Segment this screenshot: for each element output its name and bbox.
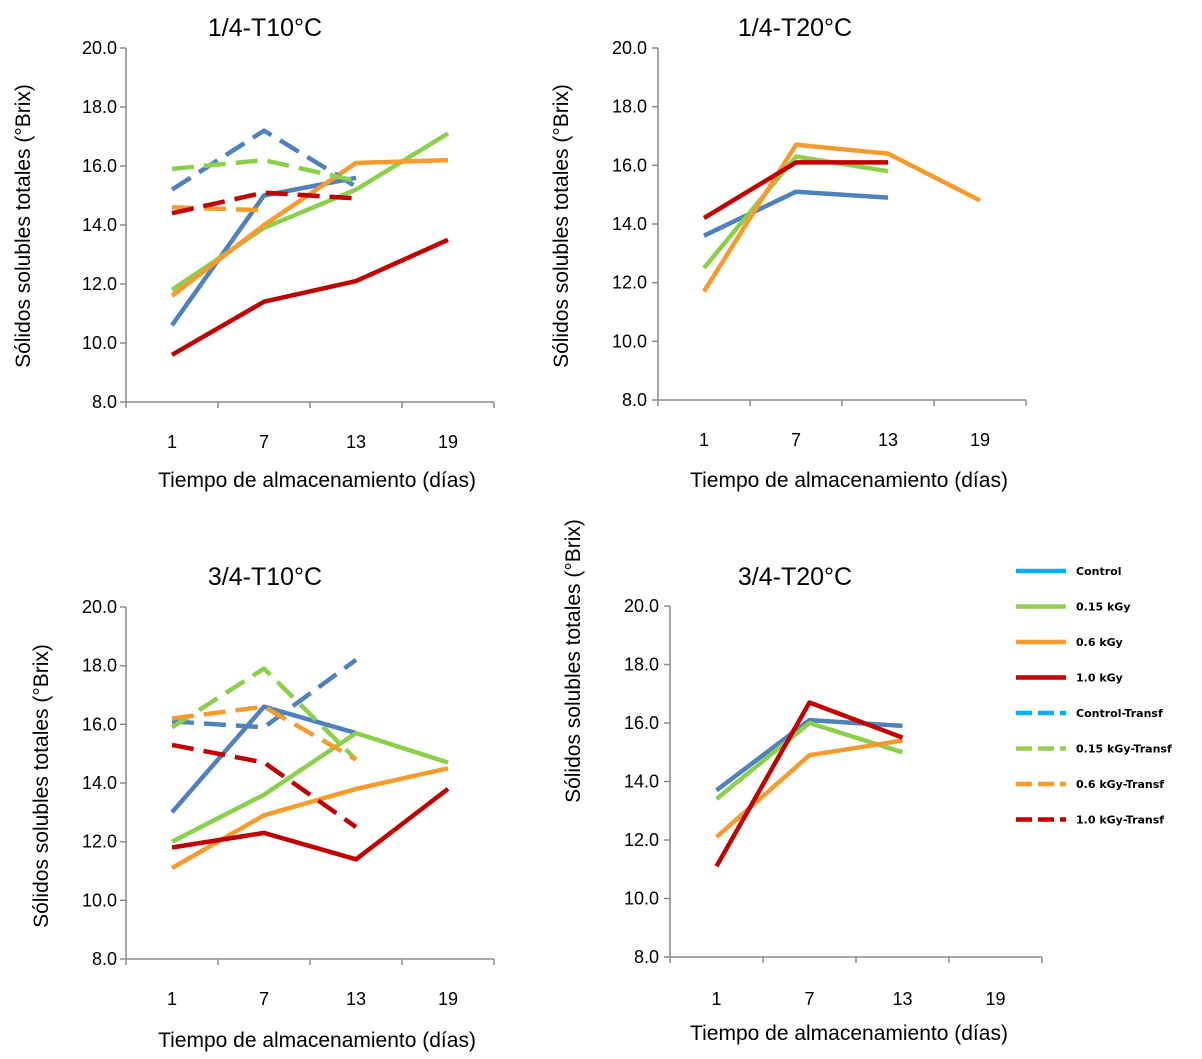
- y-tick-label: 8.0: [622, 390, 647, 410]
- series-line-control: [170, 704, 357, 814]
- y-tick-label: 12.0: [82, 274, 117, 294]
- y-tick-label: 20.0: [612, 38, 647, 58]
- x-tick-label: 1: [167, 432, 177, 452]
- panel-3-4-t20: 3/4-T20°C Tiempo de almacenamiento (días…: [562, 519, 1043, 1045]
- panel-title: 3/4-T20°C: [738, 563, 852, 591]
- series-line-1-0-kgy: [714, 700, 904, 868]
- legend-label: 0.6 kGy-Transf: [1076, 778, 1164, 791]
- panel-3-4-t10: 3/4-T10°C Tiempo de almacenamiento (días…: [30, 563, 495, 1052]
- series-line-1-0-kgy: [171, 787, 450, 862]
- series-line-0-15-kgy: [715, 720, 904, 801]
- x-axis-label: Tiempo de almacenamiento (días): [158, 1029, 476, 1052]
- series-line-0-15-kgy-transf: [170, 666, 358, 762]
- series-line-0-15-kgy: [702, 154, 889, 270]
- panel-1-4-t10: 1/4-T10°C Tiempo de almacenamiento (días…: [12, 14, 495, 492]
- x-tick-label: 19: [985, 989, 1005, 1009]
- y-axis-label: Sólidos solubles totales (°Brix): [550, 84, 573, 368]
- legend-label: 1.0 kGy: [1076, 672, 1123, 685]
- y-tick-label: 16.0: [624, 713, 659, 733]
- series-line-1-0-kgy-transf: [171, 742, 358, 829]
- x-tick-label: 7: [259, 432, 269, 452]
- series-line-1-0-kgy: [702, 160, 888, 221]
- y-tick-label: 12.0: [624, 830, 659, 850]
- y-tick-label: 16.0: [82, 714, 117, 734]
- x-tick-label: 13: [892, 989, 912, 1009]
- series-line-0-15-kgy: [170, 730, 449, 844]
- x-tick-label: 7: [804, 989, 814, 1009]
- y-tick-label: 18.0: [82, 656, 117, 676]
- series-line-0-6-kgy-transf: [171, 704, 358, 762]
- series-line-1-0-kgy: [170, 237, 449, 357]
- x-tick-label: 1: [699, 430, 709, 450]
- y-tick-label: 8.0: [634, 947, 659, 967]
- y-tick-label: 18.0: [624, 655, 659, 675]
- y-axis-label: Sólidos solubles totales (°Brix): [30, 644, 53, 928]
- y-tick-label: 18.0: [82, 97, 117, 117]
- x-tick-label: 13: [346, 432, 366, 452]
- y-tick-label: 10.0: [82, 333, 117, 353]
- y-axis-label: Sólidos solubles totales (°Brix): [562, 519, 585, 803]
- y-tick-label: 10.0: [612, 331, 647, 351]
- x-tick-label: 1: [711, 989, 721, 1009]
- x-axis-label: Tiempo de almacenamiento (días): [158, 469, 476, 492]
- x-tick-label: 13: [346, 989, 366, 1009]
- y-tick-label: 12.0: [612, 273, 647, 293]
- series-line-0-6-kgy: [702, 142, 982, 293]
- x-tick-label: 19: [438, 989, 458, 1009]
- y-axis-label: Sólidos solubles totales (°Brix): [12, 84, 35, 368]
- x-tick-label: 13: [878, 430, 898, 450]
- y-tick-label: 18.0: [612, 97, 647, 117]
- y-tick-label: 8.0: [92, 392, 117, 412]
- series-line-control: [703, 189, 889, 238]
- series-line-0-6-kgy: [170, 157, 449, 298]
- x-tick-label: 7: [259, 989, 269, 1009]
- y-tick-label: 20.0: [82, 597, 117, 617]
- y-tick-label: 20.0: [82, 38, 117, 58]
- panel-title: 1/4-T20°C: [738, 14, 852, 42]
- x-tick-label: 19: [970, 430, 990, 450]
- series-line-control-transf: [170, 128, 358, 192]
- legend: Control 0.15 kGy 0.6 kGy 1.0 kGy Control-Tra…: [1016, 565, 1172, 827]
- y-tick-label: 14.0: [82, 215, 117, 235]
- y-tick-label: 20.0: [624, 596, 659, 616]
- legend-label: 1.0 kGy-Transf: [1076, 814, 1164, 827]
- y-tick-label: 14.0: [82, 773, 117, 793]
- x-tick-label: 1: [167, 989, 177, 1009]
- y-tick-label: 14.0: [612, 214, 647, 234]
- legend-label: 0.15 kGy: [1076, 601, 1130, 614]
- panel-title: 3/4-T10°C: [208, 563, 322, 591]
- x-axis-label: Tiempo de almacenamiento (días): [690, 1022, 1008, 1045]
- legend-label: Control-Transf: [1076, 707, 1163, 720]
- panel-title: 1/4-T10°C: [208, 14, 322, 42]
- legend-label: 0.6 kGy: [1076, 636, 1123, 649]
- y-tick-label: 14.0: [624, 772, 659, 792]
- y-tick-label: 16.0: [612, 155, 647, 175]
- y-tick-label: 10.0: [82, 890, 117, 910]
- y-tick-label: 12.0: [82, 832, 117, 852]
- legend-label: 0.15 kGy-Transf: [1076, 743, 1172, 756]
- series-line-control-transf: [171, 657, 358, 730]
- series-line-0-6-kgy: [715, 738, 903, 839]
- y-tick-label: 10.0: [624, 889, 659, 909]
- x-axis-label: Tiempo de almacenamiento (días): [690, 469, 1008, 492]
- y-tick-label: 16.0: [82, 156, 117, 176]
- x-tick-label: 7: [791, 430, 801, 450]
- panel-1-4-t20: 1/4-T20°C Tiempo de almacenamiento (días…: [550, 14, 1027, 492]
- y-tick-label: 8.0: [92, 949, 117, 969]
- legend-label: Control: [1076, 565, 1121, 578]
- x-tick-label: 19: [438, 432, 458, 452]
